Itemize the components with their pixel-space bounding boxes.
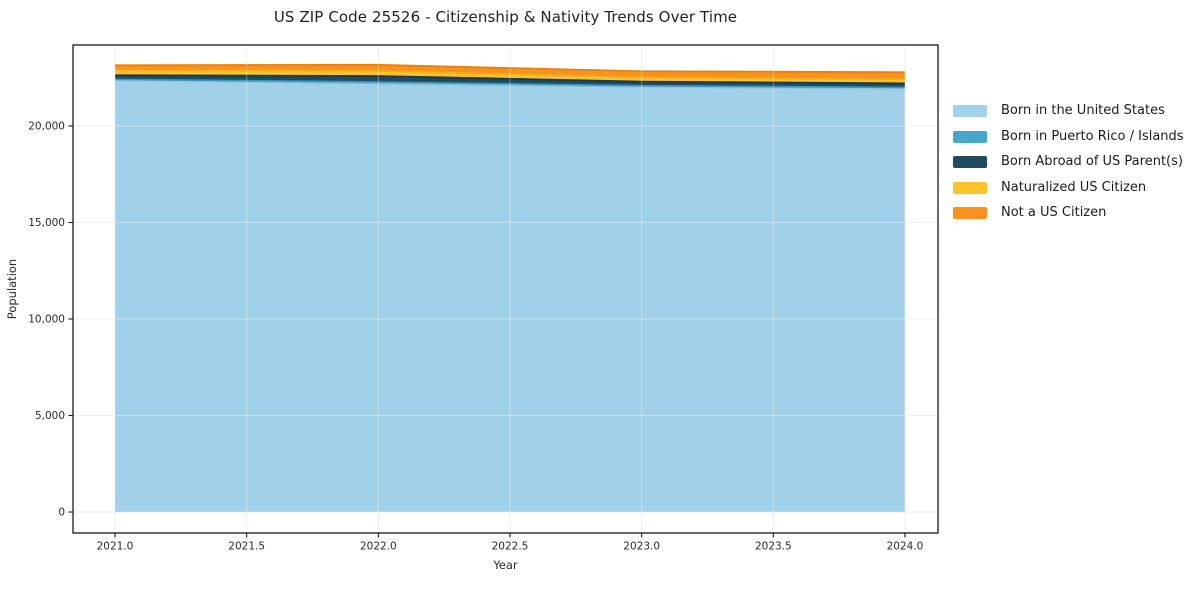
x-axis-label: Year — [493, 558, 518, 572]
edge-series-1 — [114, 78, 906, 89]
legend-swatch-puerto-rico — [953, 130, 987, 143]
x-tick-label: 2022.0 — [360, 541, 397, 553]
y-tick-label: 10,000 — [28, 314, 65, 326]
x-tick-label: 2022.5 — [492, 541, 529, 553]
x-tick-label: 2021.5 — [228, 541, 265, 553]
legend-label: Born in Puerto Rico / Islands — [1001, 128, 1184, 144]
x-tick-label: 2021.0 — [97, 541, 134, 553]
legend-item: Born in Puerto Rico / Islands — [953, 128, 1184, 144]
legend-item: Not a US Citizen — [953, 206, 1184, 220]
legend: Born in the United States Born in Puerto… — [953, 104, 1184, 232]
y-tick-label: 15,000 — [28, 217, 65, 229]
x-tick-label: 2023.5 — [755, 541, 792, 553]
legend-label: Born Abroad of US Parent(s) — [1001, 154, 1183, 169]
legend-swatch-not-citizen — [953, 207, 987, 219]
edge-series-3 — [114, 69, 906, 81]
edge-series-2 — [114, 74, 906, 85]
legend-swatch-born-abroad — [953, 156, 987, 168]
gridlines-overlay — [73, 45, 938, 533]
chart-title: US ZIP Code 25526 - Citizenship & Nativi… — [273, 8, 738, 26]
area-series-2 — [115, 75, 905, 88]
area-series-3 — [115, 70, 905, 84]
x-tick-label: 2023.0 — [623, 541, 660, 553]
edge-series-4 — [114, 63, 906, 74]
legend-swatch-naturalized — [953, 181, 987, 194]
legend-label: Born in the United States — [1001, 103, 1165, 118]
area-edges — [114, 63, 906, 90]
area-series-4 — [115, 64, 905, 80]
legend-item: Born Abroad of US Parent(s) — [953, 155, 1184, 169]
legend-item: Naturalized US Citizen — [953, 179, 1184, 195]
legend-label: Naturalized US Citizen — [1001, 179, 1147, 195]
y-tick-label: 0 — [58, 507, 65, 519]
y-axis-label: Population — [5, 258, 19, 320]
legend-swatch-born-us — [953, 105, 987, 117]
y-tick-label: 5,000 — [35, 410, 65, 422]
plot-border — [72, 44, 939, 534]
area-series-0 — [115, 80, 905, 513]
legend-item: Born in the United States — [953, 104, 1184, 118]
x-tick-label: 2024.0 — [887, 541, 924, 553]
legend-label: Not a US Citizen — [1001, 205, 1107, 220]
axis-ticks: 2021.0 2021.5 2022.0 2022.5 2023.0 2023.5 2024… — [28, 121, 923, 553]
edge-series-0 — [114, 79, 906, 90]
y-tick-label: 20,000 — [28, 121, 65, 133]
